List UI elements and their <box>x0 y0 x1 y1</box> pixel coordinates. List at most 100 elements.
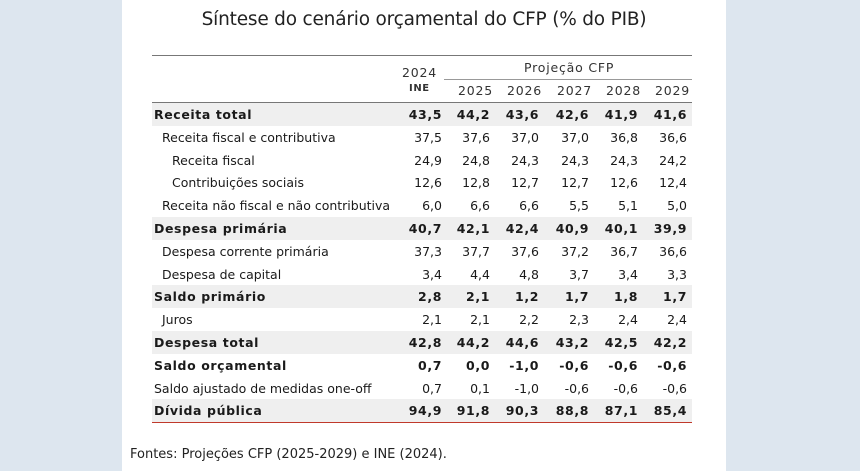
cell-2026: 6,6 <box>519 198 539 214</box>
header-year-2028: 2028 <box>606 83 642 98</box>
cell-2027: 42,6 <box>555 107 589 122</box>
row-label: Despesa total <box>154 334 260 350</box>
table-row: Receita fiscal e contributiva 37,5 37,6 … <box>152 126 692 149</box>
cell-2028: 1,8 <box>614 289 638 305</box>
budget-table: 2024 INE Projeção CFP 2025 2026 2027 202… <box>152 55 692 424</box>
cell-2029: 1,7 <box>663 289 687 305</box>
cell-2025: 42,1 <box>456 220 490 236</box>
cell-2026: 44,6 <box>505 334 539 350</box>
cell-2027: 2,3 <box>569 312 589 328</box>
document-page: Síntese do cenário orçamental do CFP (% … <box>122 0 726 471</box>
cell-2026: -1,0 <box>514 380 539 396</box>
cell-2025: 37,7 <box>462 243 490 259</box>
row-label: Receita fiscal e contributiva <box>162 129 336 145</box>
cell-2028: 40,1 <box>604 220 638 236</box>
cell-2025: 91,8 <box>456 403 490 419</box>
cell-2024: 12,6 <box>414 175 442 191</box>
source-note: Fontes: Projeções CFP (2025-2029) e INE … <box>130 447 447 462</box>
cell-2027: 88,8 <box>555 403 589 419</box>
cell-2027: 37,2 <box>561 243 589 259</box>
cell-2029: -0,6 <box>657 357 687 373</box>
row-label: Receita total <box>154 107 253 122</box>
cell-2029: 36,6 <box>659 243 687 259</box>
cell-2028: 36,7 <box>610 243 638 259</box>
cell-2026: 37,0 <box>511 129 539 145</box>
table-row: Dívida pública 94,9 91,8 90,3 88,8 87,1 … <box>152 399 692 423</box>
cell-2024: 2,1 <box>422 312 442 328</box>
cell-2029: 36,6 <box>659 129 687 145</box>
cell-2027: 1,7 <box>565 289 589 305</box>
row-label: Despesa corrente primária <box>162 243 329 259</box>
table-header: 2024 INE Projeção CFP 2025 2026 2027 202… <box>152 56 692 102</box>
cell-2025: 37,6 <box>462 129 490 145</box>
cell-2025: 0,1 <box>470 380 490 396</box>
cell-2028: -0,6 <box>608 357 638 373</box>
cell-2029: 12,4 <box>659 175 687 191</box>
cell-2029: -0,6 <box>662 380 687 396</box>
header-ine: INE <box>409 83 430 94</box>
cell-2026: 90,3 <box>505 403 539 419</box>
cell-2028: 2,4 <box>618 312 638 328</box>
table-row: Despesa total 42,8 44,2 44,6 43,2 42,5 4… <box>152 330 692 354</box>
cell-2025: 12,8 <box>462 175 490 191</box>
row-label: Juros <box>162 312 193 328</box>
cell-2026: -1,0 <box>509 357 539 373</box>
cell-2024: 0,7 <box>422 380 442 396</box>
cell-2027: 43,2 <box>555 334 589 350</box>
cell-2025: 44,2 <box>456 334 490 350</box>
table-row: Despesa de capital 3,4 4,4 4,8 3,7 3,4 3… <box>152 263 692 286</box>
cell-2026: 12,7 <box>511 175 539 191</box>
row-label: Receita não fiscal e não contributiva <box>162 198 391 214</box>
table-row: Despesa corrente primária 37,3 37,7 37,6… <box>152 240 692 263</box>
table-row: Saldo primário 2,8 2,1 1,2 1,7 1,8 1,7 <box>152 285 692 309</box>
cell-2026: 1,2 <box>515 289 539 305</box>
cell-2025: 0,0 <box>466 357 490 373</box>
cell-2026: 42,4 <box>505 220 539 236</box>
cell-2028: 42,5 <box>604 334 638 350</box>
cell-2025: 44,2 <box>456 107 490 122</box>
row-label: Despesa de capital <box>162 266 282 282</box>
row-label: Dívida pública <box>154 403 263 419</box>
cell-2024: 24,9 <box>414 152 442 168</box>
cell-2024: 37,5 <box>414 129 442 145</box>
cell-2029: 24,2 <box>659 152 687 168</box>
row-label: Saldo primário <box>154 289 266 305</box>
table-row: Receita não fiscal e não contributiva 6,… <box>152 194 692 217</box>
header-projection: Projeção CFP <box>524 60 615 75</box>
cell-2029: 42,2 <box>653 334 687 350</box>
header-year-2029: 2029 <box>655 83 691 98</box>
cell-2026: 43,6 <box>505 107 539 122</box>
cell-2029: 3,3 <box>667 266 687 282</box>
cell-2024: 6,0 <box>422 198 442 214</box>
header-year-2024: 2024 <box>402 65 438 80</box>
table-row: Saldo orçamental 0,7 0,0 -1,0 -0,6 -0,6 … <box>152 354 692 377</box>
cell-2028: 12,6 <box>610 175 638 191</box>
header-year-2025: 2025 <box>458 83 494 98</box>
table-row: Despesa primária 40,7 42,1 42,4 40,9 40,… <box>152 216 692 240</box>
header-year-2027: 2027 <box>557 83 593 98</box>
cell-2028: 41,9 <box>604 107 638 122</box>
cell-2024: 0,7 <box>418 357 442 373</box>
cell-2026: 24,3 <box>511 152 539 168</box>
cell-2026: 4,8 <box>519 266 539 282</box>
cell-2027: 37,0 <box>561 129 589 145</box>
cell-2024: 40,7 <box>408 220 442 236</box>
table-row: Saldo ajustado de medidas one-off 0,7 0,… <box>152 377 692 400</box>
cell-2026: 2,2 <box>519 312 539 328</box>
cell-2028: 3,4 <box>618 266 638 282</box>
table-body: Receita total 43,5 44,2 43,6 42,6 41,9 4… <box>152 102 692 424</box>
cell-2024: 43,5 <box>408 107 442 122</box>
table-row: Receita total 43,5 44,2 43,6 42,6 41,9 4… <box>152 103 692 126</box>
cell-2025: 2,1 <box>466 289 490 305</box>
cell-2029: 41,6 <box>653 107 687 122</box>
cell-2028: 36,8 <box>610 129 638 145</box>
cell-2027: 40,9 <box>555 220 589 236</box>
projection-divider <box>444 79 692 80</box>
cell-2027: -0,6 <box>564 380 589 396</box>
row-label: Saldo ajustado de medidas one-off <box>154 380 372 396</box>
table-title: Síntese do cenário orçamental do CFP (% … <box>201 9 647 30</box>
cell-2025: 4,4 <box>470 266 490 282</box>
cell-2027: 3,7 <box>569 266 589 282</box>
cell-2025: 6,6 <box>470 198 490 214</box>
cell-2027: 12,7 <box>561 175 589 191</box>
